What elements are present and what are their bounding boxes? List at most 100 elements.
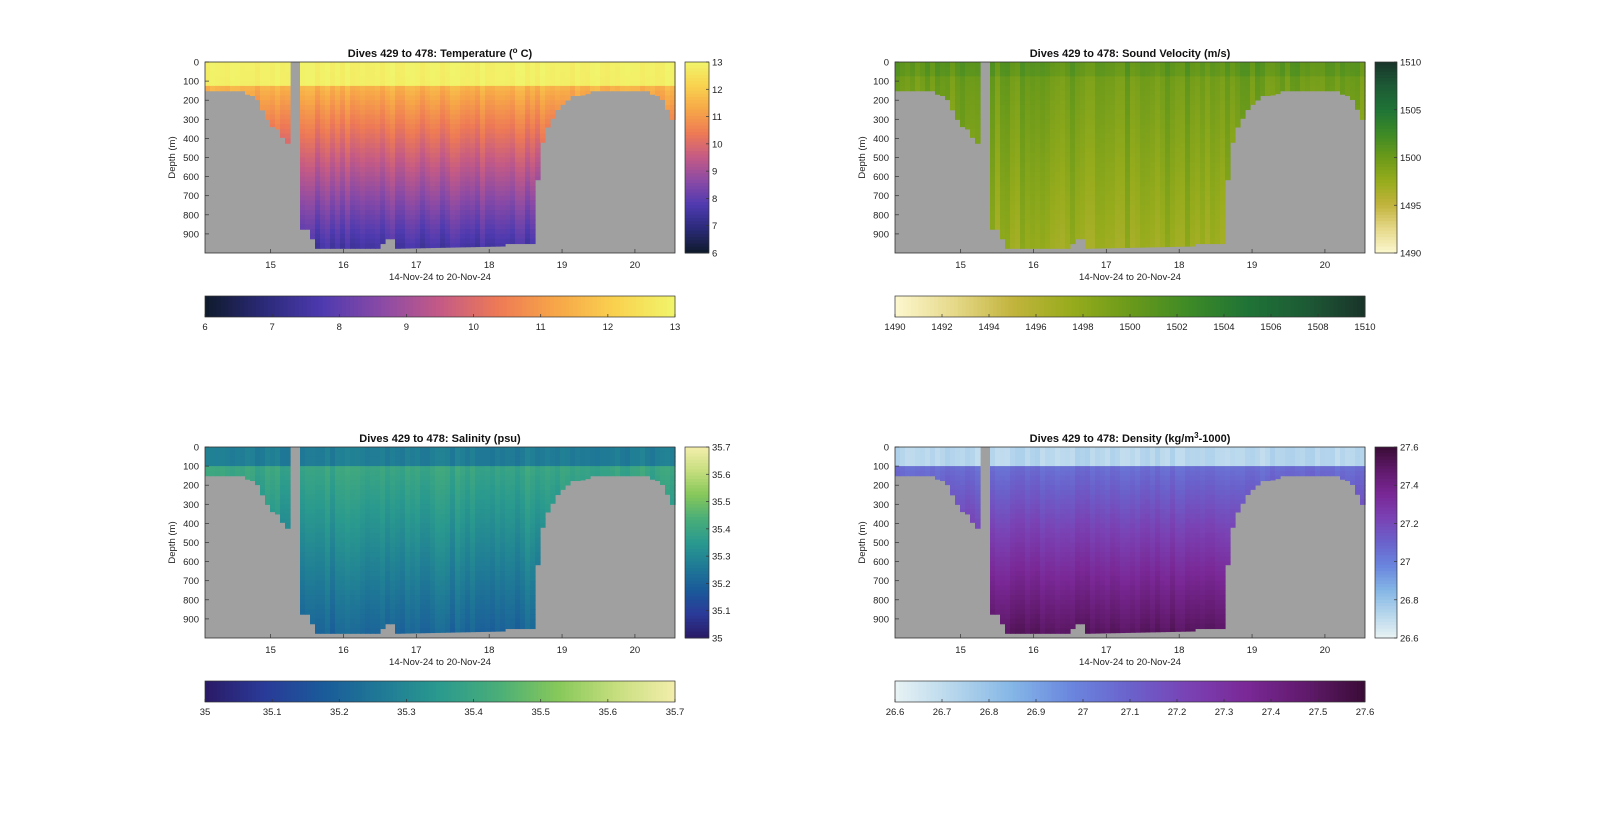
sound-velocity-cell [1195,109,1201,116]
sound-velocity-cell [1350,76,1356,82]
sound-velocity-cell [1240,71,1246,77]
temperature-cell [530,224,536,230]
sound-velocity-cell [1030,95,1036,101]
temperature-cell [410,152,416,159]
sound-velocity-cell [1020,95,1026,101]
sound-velocity-cell [1210,214,1216,221]
sound-velocity-cell [950,66,956,73]
sound-velocity-cell [975,109,981,116]
sound-velocity-cell [1210,147,1216,154]
temperature-cell [540,119,546,125]
sound-velocity-cell [1165,205,1171,211]
temperature-cell [495,138,501,144]
temperature-cell [490,81,496,87]
temperature-cell [480,152,486,159]
temperature-cell [215,81,221,87]
sound-velocity-cell [1150,90,1156,97]
salinity-cell [205,451,211,458]
sound-velocity-cell [1095,62,1101,68]
sound-velocity-cell [1240,104,1246,111]
sound-velocity-cell [1245,71,1251,77]
temperature-cell [645,81,651,87]
temperature-cell [345,176,351,182]
sound-velocity-cell [1055,157,1061,163]
sound-velocity-cell [1175,233,1181,240]
sound-velocity-cell [1100,90,1106,97]
temperature-cell [285,124,291,130]
sound-velocity-cell [990,205,996,211]
sound-velocity-cell [1205,238,1211,245]
sound-velocity-cell [1150,138,1156,144]
sound-velocity-cell [1025,181,1031,187]
temperature-cell [415,133,421,140]
temperature-cell [370,205,376,211]
temperature-cell [300,81,306,87]
sound-velocity-cell [1205,81,1211,87]
temperature-cell [325,238,331,245]
sound-velocity-cell [1005,119,1011,125]
sound-velocity-cell [1065,85,1071,92]
temperature-cell [590,81,596,87]
temperature-cell [460,147,466,154]
sound-velocity-cell [1100,171,1106,178]
sound-velocity-cell [1105,214,1111,221]
sound-velocity-cell [1055,243,1061,249]
sound-velocity-cell [1085,90,1091,97]
temperature-cell [305,133,311,140]
temperature-cell [475,71,481,77]
sound-velocity-cell [1050,214,1056,221]
sound-velocity-cell [1165,229,1171,235]
temperature-cell [485,205,491,211]
sound-velocity-cell [1110,210,1116,216]
sound-velocity-cell [1080,124,1086,130]
temperature-cell [410,214,416,221]
temperature-cell [310,95,316,101]
temperature-cell [340,219,346,225]
sound-velocity-cell [1115,243,1121,249]
temperature-cell [485,109,491,116]
sound-velocity-cell [1205,66,1211,73]
sound-velocity-cell [1130,66,1136,73]
temperature-bottom-colorbar-label: 8 [337,322,342,333]
sound-velocity-cell [1050,114,1056,120]
sound-velocity-cell [1245,66,1251,73]
sound-velocity-cell [1060,119,1066,125]
temperature-bottom-colorbar-segment [522,296,527,317]
temperature-cell [435,243,441,248]
temperature-cell [405,195,411,202]
sound-velocity-cell [965,100,971,106]
temperature-side-colorbar-segment [685,208,709,213]
sound-velocity-cell [1125,200,1131,206]
temperature-cell [490,109,496,116]
temperature-cell [340,85,346,92]
sound-velocity-cell [1245,62,1251,68]
temperature-cell [515,104,521,111]
sound-velocity-cell [960,76,966,82]
temperature-cell [510,114,516,120]
sound-velocity-cell [1240,100,1246,106]
sound-velocity-cell [990,138,996,144]
temperature-cell [575,66,581,73]
sound-velocity-cell [1030,138,1036,144]
temperature-cell [515,157,521,163]
temperature-cell [470,90,476,97]
temperature-cell [520,224,526,230]
sound-velocity-cell [1180,66,1186,73]
sound-velocity-cell [1000,76,1006,82]
sound-velocity-cell [1095,104,1101,111]
sound-velocity-cell [1020,243,1026,249]
temperature-bottom-colorbar-segment [416,296,421,317]
temperature-cell [360,147,366,154]
temperature-cell [370,219,376,225]
sound-velocity-cell [1145,133,1151,140]
salinity-cell [250,466,256,472]
temperature-cell [585,76,591,82]
sound-velocity-cell [1140,100,1146,106]
sound-velocity-cell [1025,76,1031,82]
sound-velocity-cell [1095,190,1101,197]
temperature-cell [265,100,271,106]
sound-velocity-cell [1150,114,1156,120]
temperature-cell [320,133,326,140]
temperature-side-colorbar-segment [685,240,709,244]
temperature-cell [340,186,346,192]
